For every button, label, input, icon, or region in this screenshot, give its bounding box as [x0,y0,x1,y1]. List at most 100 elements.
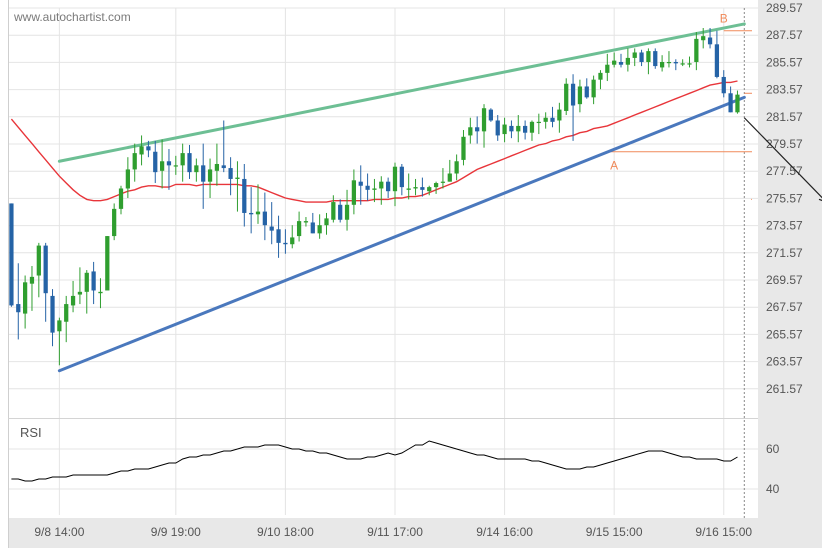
candle [255,184,261,224]
candle [180,143,185,182]
rsi-tick-labels: 60 40 [766,442,780,496]
candle-body [269,226,274,231]
candle [653,48,658,69]
candle-body [166,161,172,166]
candle-body [70,295,76,306]
rsi-indicator [11,440,738,482]
candle-body [406,188,411,190]
candle [70,280,76,313]
candle-body [714,44,720,77]
candle-body [598,72,603,80]
candle-body [612,60,617,65]
candle [707,27,713,49]
candle-body [646,51,651,62]
candle [475,116,480,144]
candle-body [317,225,322,234]
candle-body [228,168,233,179]
candle-body [728,93,733,113]
x-tick-label: 9/11 17:00 [367,525,423,539]
candle [687,56,692,68]
candle [235,161,240,212]
y-tick-label: 261.57 [766,382,803,396]
x-tick-label: 9/8 14:00 [34,525,84,539]
candle-body [283,242,288,245]
candle-body [324,218,329,226]
watermark: www.autochartist.com [13,10,131,24]
candle [529,120,535,141]
candle [488,108,493,122]
candle-body [351,180,357,205]
candle [358,165,363,205]
candle [420,177,425,197]
candle-body [9,203,14,306]
candle-body [153,151,158,173]
candle-body [386,181,391,192]
upper-trend-line [57,22,746,163]
candle [296,211,302,242]
candle-body [659,61,665,68]
x-tick-label: 9/14 16:00 [476,525,533,539]
candle [639,49,644,67]
candle-body [290,237,295,245]
candle-body [673,61,678,64]
candle [516,115,521,143]
candle [338,199,343,223]
candle-body [687,63,692,65]
candle-body [132,153,137,170]
projection-arrowhead [818,198,822,202]
candle-body [454,161,459,174]
candle [91,261,96,305]
candle-body [420,187,425,190]
candle [481,104,487,148]
candle [728,86,733,113]
candle [509,120,514,139]
candle-body [249,212,254,215]
candle-body [543,117,548,122]
candle-body [564,83,569,111]
candle-body [146,146,151,151]
candle [310,212,315,234]
candle-body [605,64,610,73]
candle [584,78,589,99]
candle [365,173,370,201]
y-tick-label: 273.57 [766,219,803,233]
candle-body [221,165,226,169]
candle [262,192,267,241]
candle [36,242,41,298]
candle-body [112,208,117,237]
y-tick-label: 281.57 [766,110,803,124]
candle [159,139,165,189]
candle [207,158,213,198]
candle-body [440,181,446,183]
candle [543,112,548,129]
candle [344,189,350,231]
candle-body [461,136,466,160]
candle-body [392,166,398,192]
candle [447,159,452,182]
candle-body [23,282,28,314]
candle [98,278,103,309]
candle [228,157,233,196]
candle [201,143,206,209]
y-tick-label: 289.57 [766,1,803,15]
candle-body [379,181,384,189]
candle [84,270,89,314]
candle [694,32,699,71]
candle [146,140,151,158]
candle-body [91,271,96,291]
candle-body [344,204,350,220]
candle-body [303,221,309,223]
candle-body [310,222,315,234]
candle [673,59,678,71]
candle-body [570,83,576,106]
candle [646,48,651,75]
candle [502,117,507,143]
candle-body [509,125,514,132]
candle [249,187,254,234]
candle [372,178,377,203]
candle [221,120,226,173]
candle-body [372,188,377,190]
projection [743,117,822,202]
candle [523,120,528,140]
